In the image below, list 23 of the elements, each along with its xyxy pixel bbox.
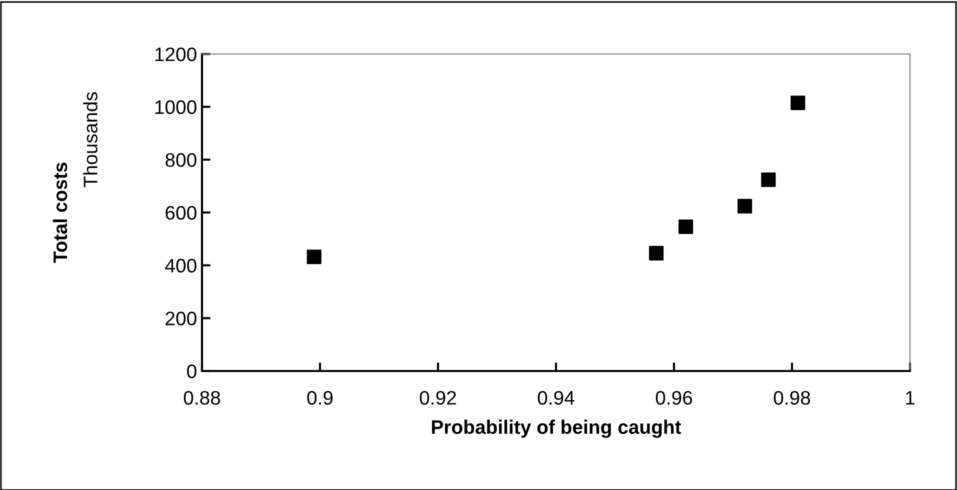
y-tick-label: 800 xyxy=(166,153,196,167)
y-tick-label: 0 xyxy=(187,364,196,378)
y-axis-title: Total costs xyxy=(52,162,68,263)
y-tick-label: 600 xyxy=(166,206,196,220)
text: Thousands xyxy=(83,92,98,188)
y-tick-label: 1200 xyxy=(155,47,196,62)
x-tick-label: 0.92 xyxy=(420,390,456,405)
x-axis-title: Probability of being caught xyxy=(432,420,682,438)
y-tick-label: 1000 xyxy=(155,100,196,114)
point xyxy=(678,219,694,234)
point xyxy=(649,246,664,260)
point xyxy=(306,250,322,264)
point xyxy=(790,96,806,110)
x-tick-label: 0.96 xyxy=(656,390,692,405)
point xyxy=(761,172,776,188)
y-tick-label: 400 xyxy=(165,258,196,273)
x-tick-label: 0.94 xyxy=(538,390,574,405)
x-tick-label: 0.98 xyxy=(774,390,810,405)
y-tick-label: 200 xyxy=(166,312,196,326)
x-tick-label: 0.88 xyxy=(184,390,220,405)
x-tick-label: 0.9 xyxy=(307,390,333,405)
x-tick-label: 1 xyxy=(906,391,914,405)
point xyxy=(738,198,752,214)
